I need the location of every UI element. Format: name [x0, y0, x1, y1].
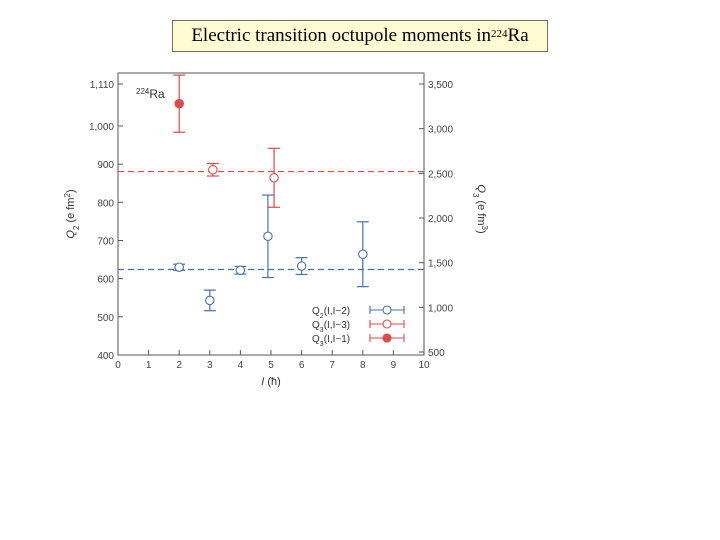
y-left-tick-label: 900 — [97, 160, 114, 171]
y-right-tick-label: 3,500 — [428, 80, 453, 91]
y-right-tick-label: 2,500 — [428, 169, 453, 180]
data-point — [235, 265, 246, 276]
legend-marker — [382, 333, 392, 343]
x-tick-label: 8 — [360, 360, 366, 371]
slide-title-element: Ra — [507, 25, 529, 46]
isotope-label: 224Ra — [136, 87, 165, 102]
data-point — [205, 295, 215, 306]
x-tick-label: 6 — [299, 360, 305, 371]
legend-marker — [382, 305, 392, 315]
data-point — [296, 261, 307, 271]
y-left-tick-label: 500 — [97, 313, 114, 324]
legend-marker — [382, 319, 392, 329]
y-right-tick-label: 1,000 — [428, 303, 453, 314]
data-point — [208, 165, 218, 175]
y-left-tick-label: 700 — [97, 236, 114, 247]
y-right-tick-label: 1,500 — [428, 259, 453, 270]
data-point — [174, 262, 184, 272]
x-tick-label: 3 — [207, 360, 213, 371]
x-tick-label: 0 — [115, 360, 121, 371]
x-tick-label: 10 — [418, 360, 430, 371]
legend-label: Q3(I,I−1) — [312, 334, 350, 348]
y-right-tick-label: 2,000 — [428, 214, 453, 225]
y-right-axis-label: Q3 (e fm3) — [472, 184, 490, 233]
data-point — [358, 249, 368, 259]
y-left-tick-label: 1,110 — [90, 80, 115, 91]
x-tick-label: 4 — [238, 360, 244, 371]
legend-label: Q3(I,I−3) — [312, 320, 350, 334]
slide-title: Electric transition octupole moments in … — [172, 20, 548, 52]
y-left-tick-label: 800 — [97, 198, 114, 209]
x-tick-label: 7 — [329, 360, 335, 371]
plot-frame — [117, 72, 425, 356]
y-left-tick-label: 1,000 — [89, 122, 114, 133]
y-right-tick-label: 500 — [428, 348, 445, 359]
data-point — [263, 231, 273, 242]
y-left-axis-label: Q2 (e fm2) — [63, 189, 81, 238]
x-tick-label: 9 — [391, 360, 397, 371]
x-axis-label: I (ħ) — [261, 376, 281, 388]
x-tick-label: 2 — [176, 360, 182, 371]
y-right-tick-label: 3,000 — [428, 125, 453, 136]
data-point — [174, 98, 184, 109]
y-left-tick-label: 400 — [97, 351, 114, 362]
x-tick-label: 1 — [146, 360, 152, 371]
x-tick-label: 5 — [268, 360, 274, 371]
slide-title-prefix: Electric transition octupole moments in — [191, 25, 492, 46]
slide-title-mass: 224 — [491, 28, 508, 40]
data-point — [269, 173, 279, 183]
y-left-tick-label: 600 — [97, 275, 114, 286]
legend-label: Q2(I,I−2) — [312, 306, 350, 320]
